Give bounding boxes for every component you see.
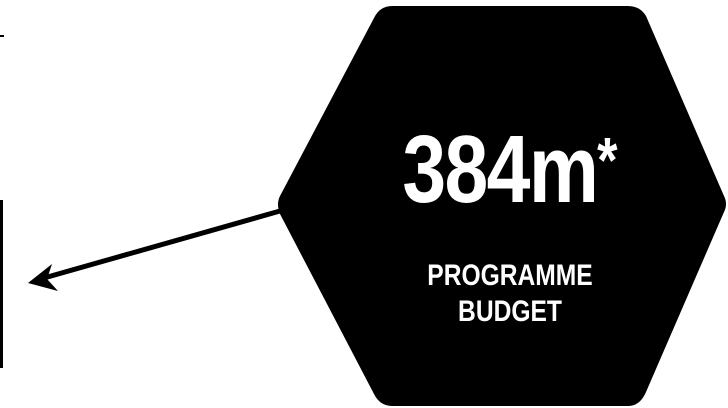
- arrow-line: [41, 208, 283, 281]
- hexagon-shape: [278, 6, 726, 406]
- budget-label: PROGRAMME BUDGET: [338, 258, 682, 330]
- hexagon-content: 384m* PROGRAMME BUDGET: [300, 110, 720, 330]
- budget-label-line2: BUDGET: [458, 295, 562, 328]
- budget-figure: 384m*: [338, 110, 682, 220]
- arrow-head: [28, 264, 58, 291]
- budget-label-line1: PROGRAMME: [427, 259, 593, 292]
- left-frame-edge: [0, 200, 3, 368]
- footnote-marker: *: [597, 124, 618, 196]
- budget-figure-value: 384m: [402, 116, 598, 223]
